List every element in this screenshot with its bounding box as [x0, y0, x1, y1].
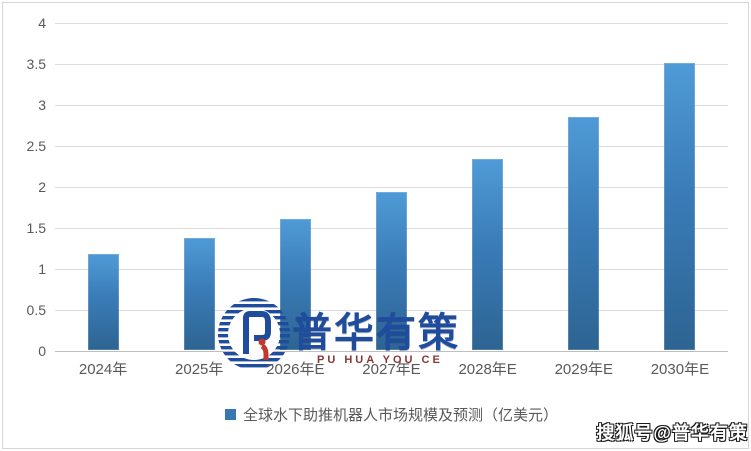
bar-2029年E	[568, 117, 600, 350]
bar-2025年	[183, 237, 215, 350]
legend-label: 全球水下助推机器人市场规模及预测（亿美元）	[242, 407, 558, 424]
y-tick-label: 1	[38, 261, 46, 277]
bar-2030年E	[664, 63, 696, 350]
gridline	[55, 63, 728, 65]
gridline	[55, 22, 728, 24]
y-tick-label: 0.5	[26, 302, 46, 318]
x-tick-label: 2030年E	[650, 361, 710, 378]
bar-2028年E	[472, 158, 504, 350]
x-tick-label: 2029年E	[554, 361, 613, 378]
y-tick-label: 4	[38, 15, 46, 31]
x-tick-label: 2025年	[175, 361, 224, 378]
sohu-account-watermark: 搜狐号@普华有策	[596, 423, 748, 443]
y-tick-label: 3.5	[26, 56, 46, 72]
x-tick-label: 2028年E	[458, 361, 517, 378]
plot-area	[55, 22, 728, 352]
legend-marker-icon	[224, 409, 236, 420]
bar-2027年E	[376, 191, 407, 350]
x-axis-line	[55, 350, 728, 352]
y-tick-label: 0	[38, 343, 46, 359]
y-tick-label: 3	[38, 97, 46, 113]
y-tick-label: 1.5	[26, 220, 46, 236]
x-tick-label: 2024年	[78, 361, 128, 378]
bar-2026年E	[279, 218, 311, 350]
gridline	[55, 145, 728, 147]
bar-2024年	[87, 254, 119, 350]
gridline	[55, 104, 728, 106]
y-tick-label: 2.5	[26, 138, 46, 154]
x-tick-label: 2026年E	[266, 361, 325, 378]
y-tick-label: 2	[38, 179, 46, 195]
x-tick-label: 2027年E	[362, 361, 421, 378]
legend: 全球水下助推机器人市场规模及预测（亿美元）	[55, 404, 728, 425]
gridline	[55, 186, 728, 188]
